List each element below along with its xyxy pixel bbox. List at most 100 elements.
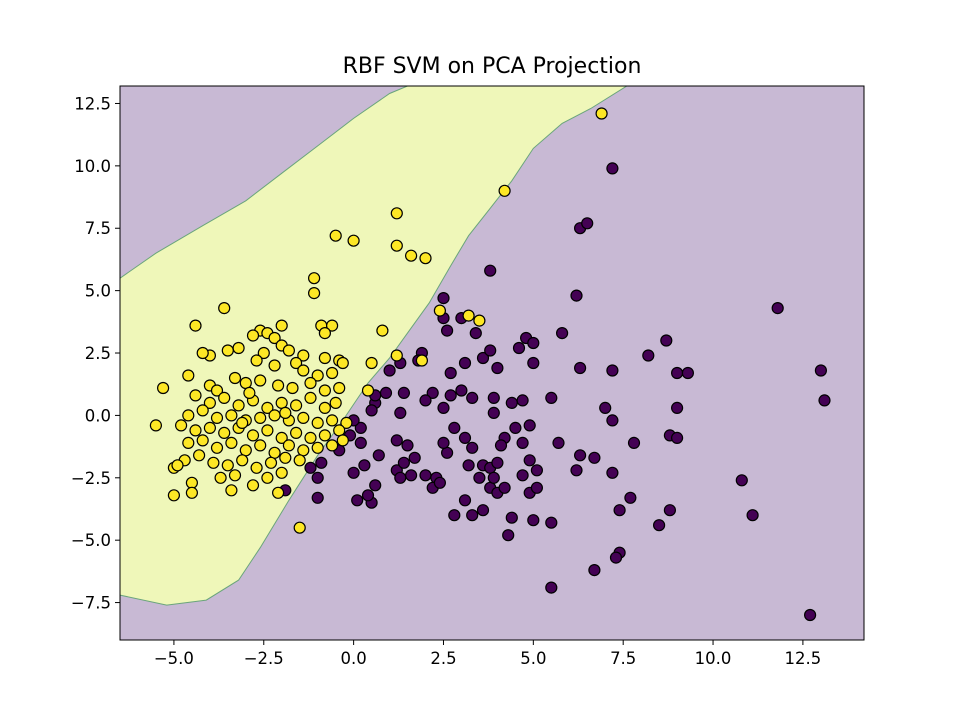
point-class-1-25 bbox=[221, 344, 234, 357]
point-class-1-31 bbox=[318, 351, 331, 365]
y-tick-label-4: 2.5 bbox=[85, 344, 111, 363]
point-class-1-79 bbox=[340, 416, 353, 429]
point-class-1-48 bbox=[228, 371, 242, 385]
point-class-1-71 bbox=[225, 409, 238, 422]
point-class-0-92 bbox=[304, 461, 317, 474]
point-class-0-12 bbox=[814, 364, 828, 377]
point-class-1-125 bbox=[293, 521, 306, 534]
point-class-0-52 bbox=[606, 414, 619, 427]
point-class-1-102 bbox=[311, 441, 324, 454]
point-class-0-17 bbox=[573, 361, 587, 375]
point-class-0-5 bbox=[771, 302, 784, 315]
point-class-0-3 bbox=[484, 264, 497, 277]
point-class-0-82 bbox=[394, 406, 407, 419]
point-class-1-18 bbox=[462, 309, 475, 322]
point-class-1-60 bbox=[232, 399, 245, 412]
point-class-1-95 bbox=[210, 441, 224, 454]
point-class-0-96 bbox=[351, 494, 364, 507]
point-class-1-52 bbox=[286, 381, 299, 395]
point-class-1-37 bbox=[257, 346, 270, 360]
point-class-1-45 bbox=[157, 381, 170, 395]
point-class-0-41 bbox=[530, 464, 544, 477]
point-class-0-2 bbox=[581, 217, 594, 230]
point-class-1-8 bbox=[308, 272, 321, 285]
point-class-0-8 bbox=[527, 336, 540, 350]
y-tick-label-7: 10.0 bbox=[74, 157, 111, 176]
point-class-1-111 bbox=[279, 451, 292, 464]
point-class-1-1 bbox=[498, 184, 511, 197]
point-class-1-15 bbox=[318, 327, 331, 340]
point-class-0-10 bbox=[642, 349, 655, 362]
point-class-1-116 bbox=[185, 486, 198, 499]
point-class-0-98 bbox=[361, 489, 375, 502]
point-class-1-6 bbox=[405, 249, 418, 262]
point-class-0-57 bbox=[505, 396, 518, 409]
y-tick-label-1: −5.0 bbox=[71, 531, 111, 550]
point-class-1-44 bbox=[182, 369, 195, 382]
point-class-0-68 bbox=[491, 361, 504, 375]
data-points bbox=[149, 107, 831, 622]
point-class-1-16 bbox=[376, 324, 389, 337]
point-class-1-107 bbox=[221, 459, 234, 472]
point-class-1-93 bbox=[182, 436, 195, 449]
point-class-1-80 bbox=[149, 419, 162, 432]
point-class-0-15 bbox=[681, 366, 695, 380]
point-class-1-68 bbox=[182, 409, 195, 422]
chart-title: RBF SVM on PCA Projection bbox=[343, 54, 642, 79]
point-class-1-77 bbox=[311, 416, 324, 429]
point-class-0-131 bbox=[498, 481, 511, 494]
point-class-0-121 bbox=[473, 471, 486, 484]
point-class-1-58 bbox=[203, 396, 216, 409]
point-class-1-94 bbox=[196, 434, 209, 447]
x-tick-label-3: 2.5 bbox=[430, 649, 456, 668]
point-class-0-105 bbox=[397, 456, 410, 469]
point-class-1-63 bbox=[275, 396, 288, 409]
point-class-1-97 bbox=[239, 444, 252, 457]
point-class-0-86 bbox=[365, 404, 378, 417]
point-class-0-42 bbox=[570, 464, 583, 477]
point-class-0-117 bbox=[448, 421, 461, 434]
point-class-0-71 bbox=[484, 344, 497, 357]
point-class-1-66 bbox=[318, 401, 331, 414]
point-class-0-31 bbox=[502, 529, 515, 542]
point-class-1-121 bbox=[246, 479, 260, 492]
point-class-1-42 bbox=[311, 369, 324, 382]
point-class-0-99 bbox=[369, 479, 382, 492]
point-class-1-43 bbox=[326, 366, 339, 380]
point-class-0-4 bbox=[570, 289, 583, 302]
point-class-0-28 bbox=[545, 581, 558, 594]
point-class-1-24 bbox=[232, 341, 245, 355]
point-class-1-119 bbox=[228, 469, 242, 482]
point-class-0-101 bbox=[358, 459, 371, 472]
point-class-0-36 bbox=[458, 494, 472, 507]
point-class-0-45 bbox=[606, 466, 619, 479]
point-class-0-119 bbox=[466, 441, 479, 454]
y-tick-label-3: 0.0 bbox=[85, 406, 111, 425]
point-class-0-70 bbox=[527, 356, 540, 370]
point-class-1-41 bbox=[297, 364, 310, 377]
point-class-1-17 bbox=[433, 304, 446, 317]
point-class-1-118 bbox=[214, 471, 227, 484]
point-class-1-82 bbox=[189, 424, 202, 437]
point-class-1-127 bbox=[243, 386, 256, 399]
point-class-1-11 bbox=[189, 319, 202, 332]
point-class-1-51 bbox=[272, 379, 285, 392]
point-class-1-101 bbox=[297, 444, 310, 457]
point-class-0-80 bbox=[379, 386, 393, 399]
point-class-0-44 bbox=[588, 451, 601, 464]
point-class-1-108 bbox=[236, 454, 249, 467]
point-class-0-19 bbox=[735, 474, 748, 487]
point-class-1-40 bbox=[290, 356, 303, 370]
y-tick-label-8: 12.5 bbox=[74, 94, 111, 113]
y-tick-label-5: 5.0 bbox=[85, 282, 111, 301]
point-class-1-9 bbox=[308, 287, 321, 300]
point-class-0-35 bbox=[476, 504, 490, 517]
point-class-0-111 bbox=[419, 469, 432, 482]
point-class-0-20 bbox=[746, 509, 759, 522]
point-class-1-90 bbox=[304, 431, 317, 444]
point-class-0-124 bbox=[491, 456, 504, 469]
point-class-1-10 bbox=[218, 302, 231, 315]
point-class-0-116 bbox=[437, 436, 450, 449]
